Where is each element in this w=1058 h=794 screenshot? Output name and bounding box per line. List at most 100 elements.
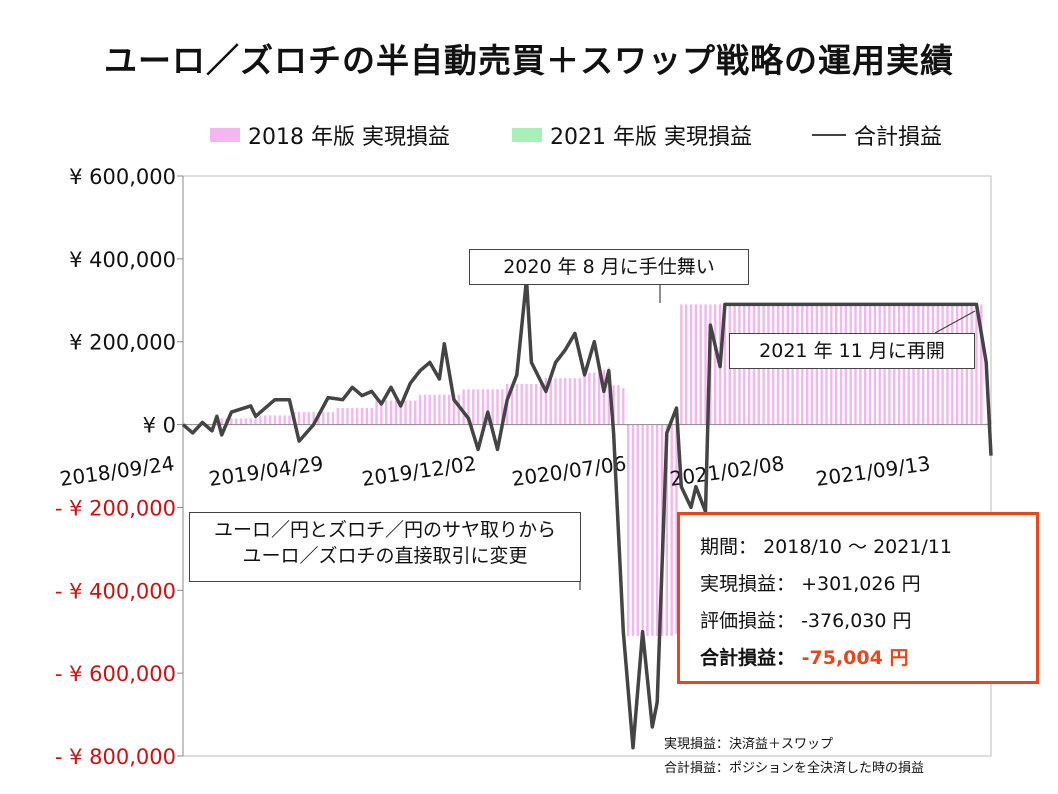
bar-2018 bbox=[501, 389, 504, 425]
bar-2018 bbox=[573, 378, 577, 425]
summary-period: 期間： 2018/10 ～ 2021/11 bbox=[700, 529, 1016, 566]
bar-2018 bbox=[380, 400, 383, 425]
bar-2018 bbox=[438, 394, 441, 425]
bar-2018 bbox=[684, 304, 688, 425]
bar-2018 bbox=[544, 378, 548, 425]
bar-2018 bbox=[302, 412, 306, 425]
y-tick-label: - ¥ 800,000 bbox=[55, 745, 176, 769]
bar-2018 bbox=[404, 400, 407, 425]
note-total-definition: 合計損益：ポジションを全決済した時の損益 bbox=[664, 761, 925, 776]
bar-2018 bbox=[259, 415, 262, 425]
bar-2018 bbox=[510, 383, 514, 425]
note-realized-definition: 実現損益：決済益＋スワップ bbox=[664, 737, 834, 752]
bar-2018 bbox=[559, 378, 562, 425]
x-tick-label: 2020/07/06 bbox=[510, 451, 627, 491]
bar-2018 bbox=[230, 418, 233, 425]
bar-2018 bbox=[409, 400, 412, 425]
y-tick-label: - ¥ 600,000 bbox=[55, 662, 176, 686]
bar-2018 bbox=[980, 304, 983, 425]
bar-2018 bbox=[447, 394, 451, 425]
bar-2018 bbox=[249, 418, 252, 425]
legend-line-total bbox=[812, 134, 846, 136]
unrealized-value: -376,030 円 bbox=[801, 610, 912, 632]
bar-2018 bbox=[307, 412, 310, 425]
bar-2018 bbox=[597, 372, 601, 425]
y-tick-label: ¥ 0 bbox=[143, 414, 176, 438]
bar-2018 bbox=[273, 415, 277, 425]
bar-2018 bbox=[389, 400, 393, 425]
bar-2018 bbox=[593, 372, 596, 425]
bar-2021 bbox=[980, 423, 983, 425]
bar-2018 bbox=[626, 424, 630, 636]
bar-2018 bbox=[568, 378, 572, 425]
bar-2018 bbox=[525, 383, 528, 425]
bar-2018 bbox=[646, 424, 649, 636]
bar-2018 bbox=[457, 394, 460, 425]
legend-item-total: 合計損益 bbox=[812, 120, 942, 150]
bar-2018 bbox=[689, 304, 693, 425]
bar-2018 bbox=[694, 304, 698, 425]
bar-2018 bbox=[254, 415, 257, 425]
bar-2018 bbox=[704, 304, 707, 425]
bar-2018 bbox=[680, 304, 683, 425]
legend-label-total: 合計損益 bbox=[854, 125, 943, 150]
legend-label-2018: 2018 年版 実現損益 bbox=[248, 125, 450, 150]
bar-2018 bbox=[331, 412, 335, 425]
bar-2018 bbox=[428, 394, 431, 425]
x-tick-label: 2019/12/02 bbox=[360, 451, 477, 491]
x-tick-label: 2019/04/29 bbox=[207, 451, 324, 491]
legend-item-2018: 2018 年版 実現損益 bbox=[210, 120, 450, 150]
y-tick-label: ¥ 400,000 bbox=[69, 248, 176, 272]
bar-2018 bbox=[355, 408, 359, 425]
x-axis-ticks: 2018/09/24 2019/04/29 2019/12/02 2020/07/06… bbox=[58, 451, 931, 491]
realized-label: 実現損益： bbox=[700, 573, 796, 595]
bar-2018 bbox=[220, 418, 223, 425]
bar-2018 bbox=[235, 418, 238, 425]
bar-2018 bbox=[636, 424, 640, 636]
y-axis-ticks: ¥ 600,000 ¥ 400,000 ¥ 200,000 ¥ 0 - ¥ 200,00… bbox=[55, 165, 183, 769]
summary-box: 期間： 2018/10 ～ 2021/11 実現損益： +301,026 円 評… bbox=[677, 512, 1039, 684]
bar-2018 bbox=[622, 388, 625, 425]
bar-2018 bbox=[549, 378, 552, 425]
bar-2018 bbox=[288, 415, 291, 425]
period-label: 期間： bbox=[700, 536, 758, 558]
bar-2018 bbox=[670, 424, 673, 636]
bar-2018 bbox=[365, 408, 369, 425]
bar-2018 bbox=[476, 389, 480, 425]
x-tick-label: 2018/09/24 bbox=[58, 451, 175, 491]
bar-2018 bbox=[617, 385, 620, 425]
bar-2018 bbox=[467, 389, 470, 425]
bar-2018 bbox=[602, 369, 606, 425]
x-tick-label: 2021/02/08 bbox=[668, 451, 785, 491]
bar-2018 bbox=[481, 389, 485, 425]
bar-2018 bbox=[723, 304, 727, 425]
bar-2018 bbox=[370, 408, 373, 425]
bar-2018 bbox=[975, 304, 978, 425]
bar-2018 bbox=[588, 372, 591, 425]
bar-2018 bbox=[414, 400, 417, 425]
bar-2018 bbox=[336, 408, 340, 425]
bar-2018 bbox=[675, 424, 678, 634]
y-tick-label: - ¥ 400,000 bbox=[55, 579, 176, 603]
bar-2018 bbox=[583, 372, 586, 425]
y-tick-label: ¥ 600,000 bbox=[69, 165, 176, 189]
bar-2018 bbox=[264, 415, 267, 425]
y-tick-label: - ¥ 200,000 bbox=[55, 496, 176, 520]
bar-2018 bbox=[322, 412, 325, 425]
total-value: -75,004 円 bbox=[801, 647, 909, 669]
bar-2018 bbox=[452, 394, 456, 425]
bar-2018 bbox=[443, 394, 446, 425]
bar-2018 bbox=[515, 383, 519, 425]
bar-2018 bbox=[651, 424, 654, 636]
bar-2018 bbox=[631, 424, 635, 636]
bar-2018 bbox=[612, 385, 615, 425]
chart-title: ユーロ／ズロチの半自動売買＋スワップ戦略の運用実績 bbox=[104, 41, 954, 80]
bar-2018 bbox=[433, 394, 436, 425]
bar-2018 bbox=[418, 394, 422, 425]
bar-2018 bbox=[385, 400, 388, 425]
summary-unrealized: 評価損益： -376,030 円 bbox=[700, 603, 1016, 640]
bar-2018 bbox=[539, 383, 543, 425]
bar-2018 bbox=[326, 412, 330, 425]
callout-change-method: ユーロ／円とズロチ／円のサヤ取りから ユーロ／ズロチの直接取引に変更 bbox=[189, 512, 581, 582]
bar-2018 bbox=[239, 418, 243, 425]
